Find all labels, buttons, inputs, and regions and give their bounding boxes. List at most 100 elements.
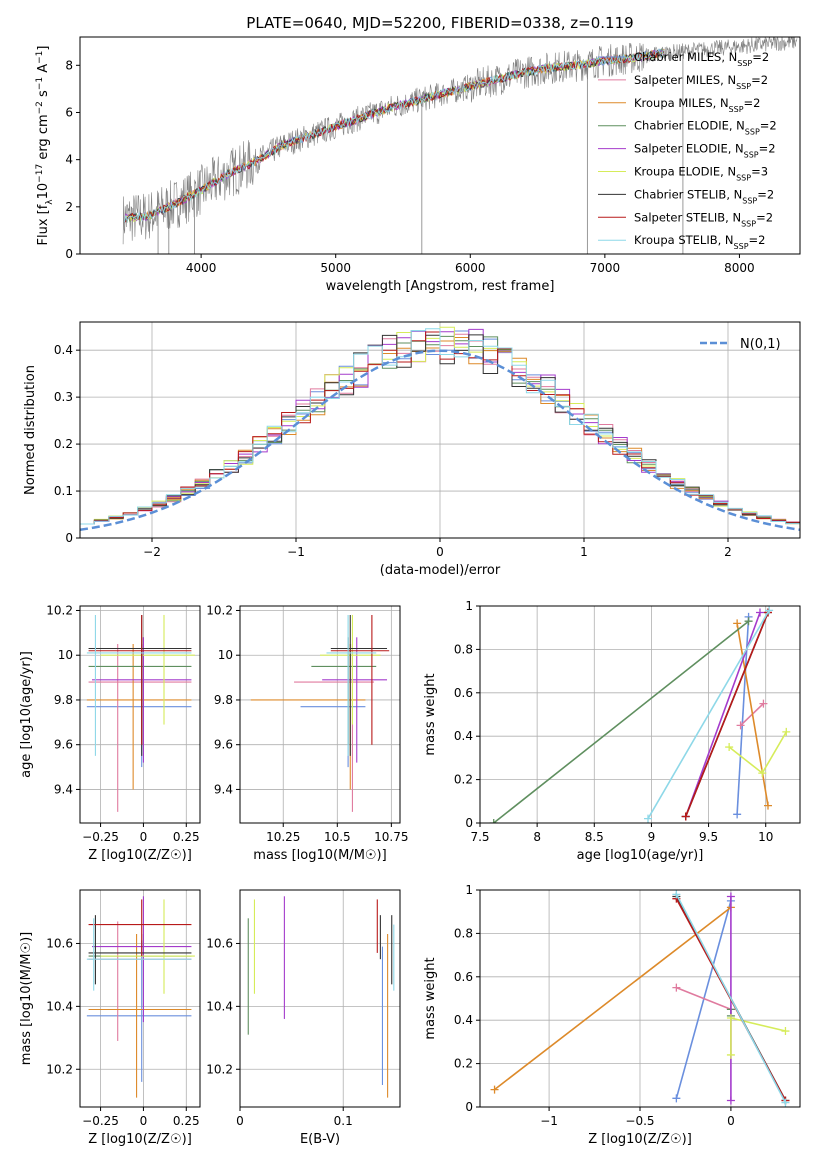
weight-line: [675, 893, 787, 1104]
z-weight-ylabel: mass weight: [423, 957, 438, 1039]
x-tick-label: 0: [140, 830, 148, 844]
weight-marker: [672, 1094, 681, 1103]
weight-marker: [765, 606, 774, 615]
weight-marker: [490, 1085, 499, 1094]
y-tick-label: 10.2: [206, 1062, 233, 1076]
y-tick-label: 0.2: [54, 437, 73, 451]
z-age-panel: −0.25 0 0.25 9.4 9.6 9.8 10 10.2 Z [log10(Z/Z☉)]…: [19, 603, 201, 863]
x-tick-label: 2: [724, 545, 732, 559]
residuals-panel: −2 −1 0 1 2 0 0.1 0.2 0.3 0.4 N(0,1) (data-model)/e…: [23, 321, 801, 578]
x-tick-label: −1: [287, 545, 305, 559]
weight-line: [493, 620, 750, 823]
z-mass-frame: [79, 889, 201, 1108]
y-tick-label: 0: [65, 247, 73, 261]
x-tick-label: 10.25: [266, 830, 300, 844]
z-mass-plot-area: [86, 896, 195, 1098]
residuals-xlabel: (data-model)/error: [380, 563, 501, 578]
z-mass-ylabel: mass [log10(M/M☉)]: [19, 932, 34, 1065]
y-tick-label: 0.8: [454, 926, 473, 940]
x-tick-label: 7.5: [470, 830, 489, 844]
y-tick-label: 0.2: [454, 773, 473, 787]
ebv-mass-panel: 0 0.1 10.2 10.4 10.6 E(B-V): [206, 889, 401, 1147]
weight-marker: [726, 1050, 735, 1059]
weight-marker: [781, 1027, 790, 1036]
x-tick-label: 8.5: [585, 830, 604, 844]
x-tick-label: −2: [143, 545, 161, 559]
z-weight-xlabel: Z [log10(Z/Z☉)]: [588, 1132, 692, 1147]
x-tick-label: 10.75: [374, 830, 408, 844]
y-tick-label: 10.6: [206, 936, 233, 950]
y-tick-label: 10.2: [46, 1062, 73, 1076]
weight-marker: [672, 890, 681, 899]
legend-entry: Kroupa MILES, NSSP=2: [634, 96, 760, 114]
y-tick-label: 10.2: [46, 603, 73, 617]
weight-marker: [764, 801, 772, 810]
mass-age-plot-area: [250, 614, 390, 812]
x-tick-label: 0: [436, 545, 444, 559]
weight-marker: [726, 892, 735, 901]
y-tick-label: 0.6: [454, 686, 473, 700]
z-weight-plot-area: [490, 890, 790, 1107]
x-tick-label: −0.5: [625, 1114, 654, 1128]
x-tick-label: 4000: [186, 261, 217, 275]
y-tick-label: 6: [65, 105, 73, 119]
spectrum-plot-area: [122, 37, 798, 254]
legend-entry: N(0,1): [740, 337, 781, 352]
y-tick-label: 4: [65, 153, 73, 167]
x-tick-label: 0.1: [334, 1114, 353, 1128]
y-tick-label: 9.8: [54, 693, 73, 707]
y-tick-label: 10.6: [46, 936, 73, 950]
x-tick-label: 8000: [724, 261, 755, 275]
weight-line: [684, 612, 769, 817]
y-tick-label: 0: [465, 1100, 473, 1114]
weight-marker: [756, 608, 764, 617]
y-tick-label: 9.4: [214, 782, 233, 796]
ebv-mass-plot-area: [247, 896, 395, 1098]
age-weight-plot-area: [489, 606, 791, 823]
weight-marker: [758, 769, 767, 778]
weight-marker: [726, 1014, 735, 1023]
weight-marker: [736, 721, 745, 730]
weight-marker: [489, 819, 498, 823]
x-tick-label: 9.5: [699, 830, 718, 844]
weight-marker: [781, 1098, 790, 1107]
residuals-plot-area: [80, 326, 800, 532]
y-tick-label: 0.8: [454, 642, 473, 656]
ebv-mass-frame: [239, 889, 401, 1108]
weight-marker: [744, 617, 753, 626]
weight-line: [494, 906, 732, 1091]
x-tick-label: 7000: [590, 261, 621, 275]
x-tick-label: 8: [533, 830, 541, 844]
y-tick-label: 8: [65, 58, 73, 72]
spectrum-panel: 4000 5000 6000 7000 8000 0 2 4 6 8 Chabrier MILES,…: [35, 36, 801, 294]
weight-line: [728, 731, 787, 775]
z-age-ylabel: age [log10(age/yr)]: [19, 651, 34, 778]
y-tick-label: 2: [65, 200, 73, 214]
weight-line: [675, 900, 732, 1099]
weight-marker: [733, 810, 742, 819]
x-tick-label: 0.25: [173, 830, 200, 844]
mass-age-panel: 10.25 10.5 10.75 9.4 9.6 9.8 10 10.2 mass [log10…: [206, 603, 408, 863]
x-tick-label: −0.25: [82, 830, 119, 844]
y-tick-label: 10: [58, 648, 73, 662]
y-tick-label: 0.2: [454, 1057, 473, 1071]
legend-entry: Salpeter STELIB, NSSP=2: [634, 210, 773, 228]
y-tick-label: 9.6: [214, 738, 233, 752]
y-tick-label: 10.2: [206, 603, 233, 617]
y-tick-label: 0.4: [54, 343, 73, 357]
weight-marker: [759, 699, 768, 708]
legend-entry: Salpeter MILES, NSSP=2: [634, 73, 768, 91]
weight-marker: [782, 727, 791, 736]
figure-title: PLATE=0640, MJD=52200, FIBERID=0338, z=0…: [246, 14, 633, 32]
weight-marker: [726, 1096, 735, 1105]
weight-line: [647, 609, 770, 820]
spectrum-ylabel: Flux [fλ10−17 erg cm−2 s−1 A−1]: [35, 46, 55, 246]
spectrum-model-line: [123, 48, 665, 223]
age-weight-ylabel: mass weight: [423, 673, 438, 755]
legend-entry: Kroupa STELIB, NSSP=2: [634, 233, 765, 251]
x-tick-label: 0: [236, 1114, 244, 1128]
y-tick-label: 10.4: [46, 999, 73, 1013]
z-age-xlabel: Z [log10(Z/Z☉)]: [88, 848, 192, 863]
